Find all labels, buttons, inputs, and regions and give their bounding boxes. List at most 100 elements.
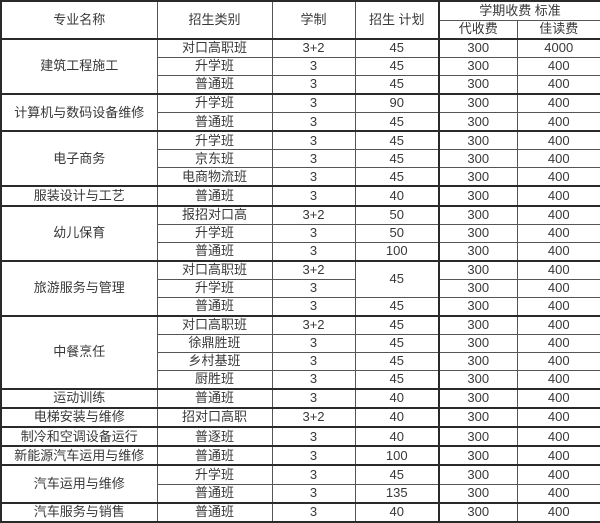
plan-cell: 45 <box>354 149 440 169</box>
table-row: 汽车运用与维修 升学班 3 45 300 400 <box>0 464 600 504</box>
collect-fee-cell: 300 <box>438 38 518 59</box>
category-cell: 普逐班 <box>156 426 273 447</box>
collect-fee-cell: 300 <box>438 130 518 151</box>
collect-fee-cell: 300 <box>438 333 518 353</box>
table-row: 中餐烹任 对口高职班 3+2 45 300 400 <box>0 314 600 390</box>
plan-cell: 40 <box>354 426 440 447</box>
major-cell: 幼儿保育 <box>0 204 158 262</box>
table-row: 汽车服务与销售 普通班 3 40 300 400 <box>0 501 600 523</box>
table-row: 旅游服务与管理 对口高职班 3+2 45 300 400 <box>0 259 600 317</box>
boarding-fee-cell: 400 <box>516 387 600 409</box>
category-cell: 普通班 <box>156 387 273 409</box>
category-cell: 徐鼎胜班 <box>156 333 273 353</box>
collect-fee-cell: 300 <box>438 185 518 207</box>
category-cell: 普通班 <box>156 296 273 317</box>
category-cell: 招对口高职 <box>156 406 273 428</box>
plan-cell: 40 <box>354 501 440 523</box>
boarding-fee-cell: 400 <box>516 204 600 225</box>
plan-cell: 45 <box>354 167 440 187</box>
collect-fee-cell: 300 <box>438 426 518 447</box>
table-row: 乡村基班 3 45 300 400 <box>1 351 600 371</box>
category-cell: 普通班 <box>156 501 273 523</box>
header-major: 专业名称 <box>0 0 158 40</box>
boarding-fee-cell: 400 <box>516 296 600 317</box>
plan-cell: 45 <box>354 369 440 390</box>
plan-cell: 40 <box>354 387 440 409</box>
header-row-1: 专业名称 招生类别 学制 招生 计划 学期收费 标准 <box>0 0 600 40</box>
duration-cell: 3+2 <box>271 38 356 59</box>
collect-fee-cell: 300 <box>438 445 518 466</box>
plan-cell: 40 <box>354 406 440 428</box>
boarding-fee-cell: 400 <box>516 426 600 447</box>
duration-cell: 3 <box>271 333 356 353</box>
category-cell: 电商物流班 <box>156 167 273 187</box>
table-row: 制冷和空调设备运行 普逐班 3 40 300 400 <box>0 426 600 447</box>
table-row: 升学班 3 300 400 <box>1 278 600 298</box>
category-cell: 普通班 <box>156 185 273 207</box>
boarding-fee-cell: 400 <box>516 501 600 523</box>
duration-cell: 3 <box>271 445 356 466</box>
major-cell: 汽车服务与销售 <box>0 501 158 523</box>
duration-cell: 3 <box>271 351 356 371</box>
major-cell: 服装设计与工艺 <box>0 185 158 207</box>
table-row: 运动训练 普通班 3 40 300 400 <box>0 387 600 409</box>
table-row: 电商物流班 3 45 300 400 <box>1 167 600 187</box>
collect-fee-cell: 300 <box>438 241 518 262</box>
category-cell: 升学班 <box>156 93 273 114</box>
header-category: 招生类别 <box>156 0 273 40</box>
plan-cell: 100 <box>354 241 440 262</box>
category-cell: 升学班 <box>156 130 273 151</box>
duration-cell: 3 <box>271 149 356 169</box>
plan-cell: 45 <box>354 75 440 95</box>
boarding-fee-cell: 400 <box>516 130 600 151</box>
duration-cell: 3+2 <box>271 204 356 225</box>
table-row: 新能源汽车运用与维修 普通班 3 100 300 400 <box>0 445 600 466</box>
duration-cell: 3 <box>271 241 356 262</box>
category-cell: 普通班 <box>156 112 273 132</box>
collect-fee-cell: 300 <box>438 369 518 390</box>
duration-cell: 3 <box>271 369 356 390</box>
category-cell: 普通班 <box>156 241 273 262</box>
boarding-fee-cell: 400 <box>516 406 600 428</box>
collect-fee-cell: 300 <box>438 93 518 114</box>
plan-cell: 45 <box>354 314 440 335</box>
boarding-fee-cell: 400 <box>516 314 600 335</box>
plan-cell: 45 <box>354 38 440 59</box>
category-cell: 普通班 <box>156 445 273 466</box>
duration-cell: 3 <box>271 130 356 151</box>
table-row: 电梯安装与维修 招对口高职 3+2 40 300 400 <box>0 406 600 428</box>
major-cell: 汽车运用与维修 <box>0 464 158 504</box>
collect-fee-cell: 300 <box>438 483 518 504</box>
boarding-fee-cell: 400 <box>516 278 600 298</box>
collect-fee-cell: 300 <box>438 75 518 95</box>
category-cell: 厨胜班 <box>156 369 273 390</box>
table-row: 京东班 3 45 300 400 <box>1 149 600 169</box>
collect-fee-cell: 300 <box>438 387 518 409</box>
boarding-fee-cell: 400 <box>516 75 600 95</box>
header-duration: 学制 <box>271 0 356 40</box>
category-cell: 升学班 <box>156 278 273 298</box>
category-cell: 升学班 <box>156 464 273 485</box>
table-row: 幼儿保育 报招对口高 3+2 50 300 400 <box>0 204 600 262</box>
category-cell: 普通班 <box>156 75 273 95</box>
boarding-fee-cell: 400 <box>516 464 600 485</box>
boarding-fee-cell: 4000 <box>516 38 600 59</box>
category-cell: 京东班 <box>156 149 273 169</box>
plan-cell: 40 <box>354 185 440 207</box>
boarding-fee-cell: 400 <box>516 185 600 207</box>
duration-cell: 3 <box>271 387 356 409</box>
major-cell: 电梯安装与维修 <box>0 406 158 428</box>
plan-cell: 45 <box>354 351 440 371</box>
header-boarding-fee: 佳读费 <box>516 19 600 40</box>
plan-cell: 45 <box>354 112 440 132</box>
boarding-fee-cell: 400 <box>516 223 600 243</box>
collect-fee-cell: 300 <box>438 112 518 132</box>
major-cell: 建筑工程施工 <box>0 37 158 95</box>
boarding-fee-cell: 400 <box>516 149 600 169</box>
collect-fee-cell: 300 <box>438 314 518 335</box>
collect-fee-cell: 300 <box>438 259 518 280</box>
plan-cell: 100 <box>354 445 440 466</box>
table-row: 计算机与数码设备维修 升学班 3 90 300 400 <box>0 93 600 132</box>
